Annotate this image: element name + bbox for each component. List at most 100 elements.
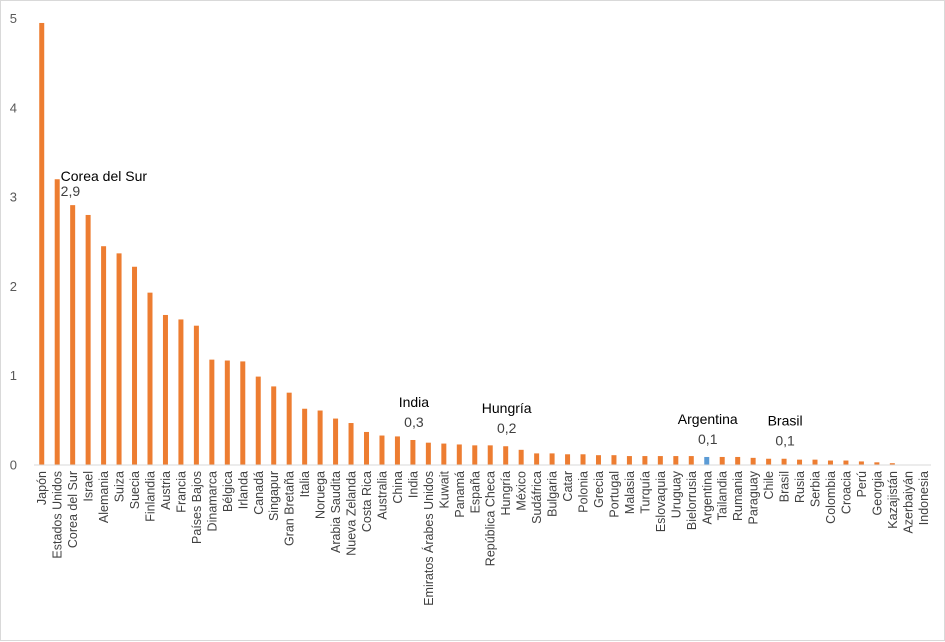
bar-2 — [70, 205, 76, 465]
x-tick-label-6: Suecia — [128, 471, 142, 509]
y-tick-label-4: 4 — [10, 100, 17, 115]
annotation-value-2: 0,2 — [497, 420, 517, 436]
bar-36 — [595, 455, 601, 465]
bar-23 — [394, 436, 400, 465]
bar-17 — [302, 408, 308, 465]
annotation-label-1: India — [399, 394, 430, 410]
x-tick-label-30: Hungría — [499, 471, 513, 516]
bar-26 — [441, 443, 447, 465]
bar-18 — [317, 410, 323, 465]
bar-10 — [193, 325, 199, 465]
x-tick-label-15: Singapur — [267, 471, 281, 521]
annotation-value-1: 0,3 — [404, 414, 424, 430]
bar-50 — [812, 459, 818, 465]
x-tick-label-37: Portugal — [607, 471, 621, 518]
bar-31 — [518, 449, 524, 465]
bar-33 — [549, 453, 555, 465]
x-tick-label-29: República Checa — [484, 471, 498, 566]
bar-30 — [503, 446, 509, 465]
x-tick-label-10: Países Bajos — [190, 471, 204, 544]
bar-5 — [116, 253, 122, 465]
bar-37 — [611, 455, 617, 465]
x-tick-label-11: Dinamarca — [205, 471, 219, 531]
x-tick-label-41: Uruguay — [669, 470, 683, 518]
annotation-label-2: Hungría — [482, 400, 532, 416]
x-tick-label-45: Rumania — [731, 471, 745, 521]
x-tick-label-44: Tailandia — [716, 471, 730, 520]
x-axis-labels: Japón Estados Unidos Corea del Sur Israel Al… — [35, 470, 931, 606]
bar-45 — [735, 456, 741, 465]
bar-28 — [472, 445, 478, 465]
bar-6 — [132, 266, 138, 465]
bar-25 — [425, 442, 431, 465]
y-tick-label-5: 5 — [10, 11, 17, 26]
x-tick-label-49: Rusia — [793, 471, 807, 503]
annotation-label-3: Argentina — [678, 411, 738, 427]
x-tick-label-32: Sudáfrica — [530, 471, 544, 524]
bar-35 — [580, 454, 586, 465]
x-tick-label-1: Estados Unidos — [51, 471, 65, 559]
bar-8 — [162, 314, 168, 465]
x-tick-label-26: Kuwait — [437, 470, 451, 508]
bar-32 — [534, 453, 540, 465]
bar-42 — [688, 456, 694, 465]
bar-16 — [286, 392, 292, 465]
x-tick-label-14: Canadá — [252, 471, 266, 515]
bar-53 — [858, 461, 864, 465]
x-tick-label-4: Alemania — [97, 471, 111, 523]
x-tick-label-3: Israel — [82, 471, 96, 502]
x-tick-label-27: Panamá — [453, 471, 467, 518]
bars — [39, 22, 895, 466]
x-tick-label-46: Paraguay — [747, 470, 761, 524]
bar-52 — [843, 460, 849, 465]
annotation-label-0: Corea del Sur — [61, 168, 148, 184]
y-axis: 0 1 2 3 4 5 — [10, 11, 17, 473]
x-tick-label-40: Eslovaquia — [654, 471, 668, 532]
x-tick-label-8: Austria — [159, 471, 173, 510]
x-tick-label-22: Australia — [375, 471, 389, 520]
x-tick-label-16: Gran Bretaña — [283, 471, 297, 546]
x-tick-label-19: Arabia Saudita — [329, 471, 343, 553]
bar-55 — [889, 463, 895, 465]
x-tick-label-13: Irlanda — [236, 471, 250, 509]
annotation-value-0: 2,9 — [61, 183, 81, 199]
bar-19 — [333, 418, 339, 465]
x-tick-label-33: Bulgaria — [546, 471, 560, 517]
x-tick-label-9: Francia — [174, 471, 188, 513]
bar-14 — [255, 376, 261, 465]
bar-54 — [874, 462, 880, 465]
bar-22 — [379, 435, 385, 465]
y-tick-label-1: 1 — [10, 368, 17, 383]
x-tick-label-36: Grecia — [592, 471, 606, 508]
x-tick-label-25: Emiratos Árabes Unidos — [421, 471, 436, 606]
x-tick-label-28: España — [468, 471, 482, 513]
x-tick-label-0: Japón — [35, 471, 49, 505]
bar-29 — [487, 445, 493, 465]
y-tick-label-0: 0 — [10, 458, 17, 473]
y-tick-label-2: 2 — [10, 279, 17, 294]
x-tick-label-18: Noruega — [314, 471, 328, 519]
annotation-value-4: 0,1 — [775, 433, 795, 449]
bar-4 — [101, 246, 107, 465]
x-tick-label-54: Georgia — [870, 471, 884, 516]
x-tick-label-55: Kazajistán — [886, 471, 900, 529]
x-tick-label-56: Azerbaiyán — [901, 471, 915, 534]
bar-12 — [224, 360, 230, 465]
bar-11 — [209, 359, 215, 465]
x-tick-label-48: Brasil — [778, 471, 792, 502]
bar-1 — [54, 179, 60, 466]
bar-41 — [673, 456, 679, 465]
x-tick-label-12: Bélgica — [221, 471, 235, 512]
bar-15 — [271, 386, 277, 465]
x-tick-label-20: Nueva Zelanda — [345, 471, 359, 556]
bar-34 — [565, 454, 571, 465]
x-tick-label-52: Croacia — [839, 471, 853, 514]
x-tick-label-50: Serbia — [809, 471, 823, 507]
bar-24 — [410, 439, 416, 465]
bar-44 — [719, 456, 725, 465]
bar-21 — [364, 431, 370, 465]
y-tick-label-3: 3 — [10, 190, 17, 205]
